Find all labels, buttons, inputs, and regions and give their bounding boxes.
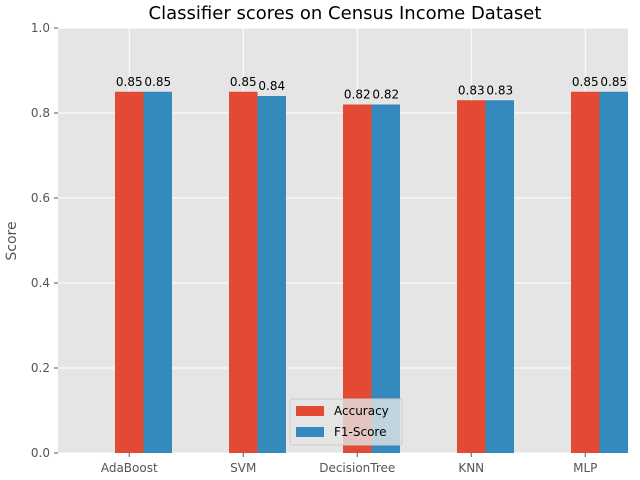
data-label: 0.85 bbox=[572, 75, 599, 89]
legend-label: F1-Score bbox=[334, 425, 386, 439]
bar-accuracy bbox=[343, 104, 372, 453]
bar-f1-score bbox=[485, 100, 514, 453]
chart-title: Classifier scores on Census Income Datas… bbox=[149, 3, 542, 24]
y-axis-label: Score bbox=[4, 221, 20, 260]
data-label: 0.82 bbox=[344, 88, 371, 102]
data-label: 0.85 bbox=[600, 75, 627, 89]
data-label: 0.85 bbox=[116, 75, 143, 89]
x-tick-label: MLP bbox=[573, 461, 597, 475]
data-label: 0.85 bbox=[230, 75, 257, 89]
bar-accuracy bbox=[115, 91, 144, 453]
bar-f1-score bbox=[371, 104, 400, 453]
y-tick-label: 0.0 bbox=[31, 446, 50, 460]
bar-f1-score bbox=[599, 91, 628, 453]
y-tick-label: 0.6 bbox=[31, 191, 50, 205]
data-label: 0.84 bbox=[258, 79, 285, 93]
x-tick-label: AdaBoost bbox=[101, 461, 158, 475]
data-label: 0.85 bbox=[144, 75, 171, 89]
bar-accuracy bbox=[457, 100, 486, 453]
y-axis-ticks: 0.0 0.2 0.4 0.6 0.8 1.0 bbox=[31, 21, 58, 460]
y-tick-label: 0.4 bbox=[31, 276, 50, 290]
x-tick-label: DecisionTree bbox=[319, 461, 395, 475]
y-tick-label: 1.0 bbox=[31, 21, 50, 35]
data-label: 0.83 bbox=[486, 83, 513, 97]
x-tick-label: KNN bbox=[458, 461, 484, 475]
bar-accuracy bbox=[571, 91, 600, 453]
y-tick-label: 0.2 bbox=[31, 361, 50, 375]
legend: Accuracy F1-Score bbox=[289, 398, 403, 446]
data-label: 0.83 bbox=[458, 83, 485, 97]
data-label: 0.82 bbox=[372, 88, 399, 102]
bar-f1-score bbox=[257, 96, 286, 453]
legend-swatch bbox=[296, 406, 324, 416]
legend-swatch bbox=[296, 427, 324, 437]
x-axis-ticks: AdaBoost SVM DecisionTree KNN MLP bbox=[101, 453, 597, 475]
bar-f1-score bbox=[143, 91, 172, 453]
x-tick-label: SVM bbox=[230, 461, 256, 475]
data-labels: 0.85 0.850.82 0.830.850.85 0.840.82 0.830.85 bbox=[116, 75, 627, 102]
bar-accuracy bbox=[229, 91, 258, 453]
y-tick-label: 0.8 bbox=[31, 106, 50, 120]
bars bbox=[115, 91, 628, 453]
legend-label: Accuracy bbox=[334, 404, 389, 418]
